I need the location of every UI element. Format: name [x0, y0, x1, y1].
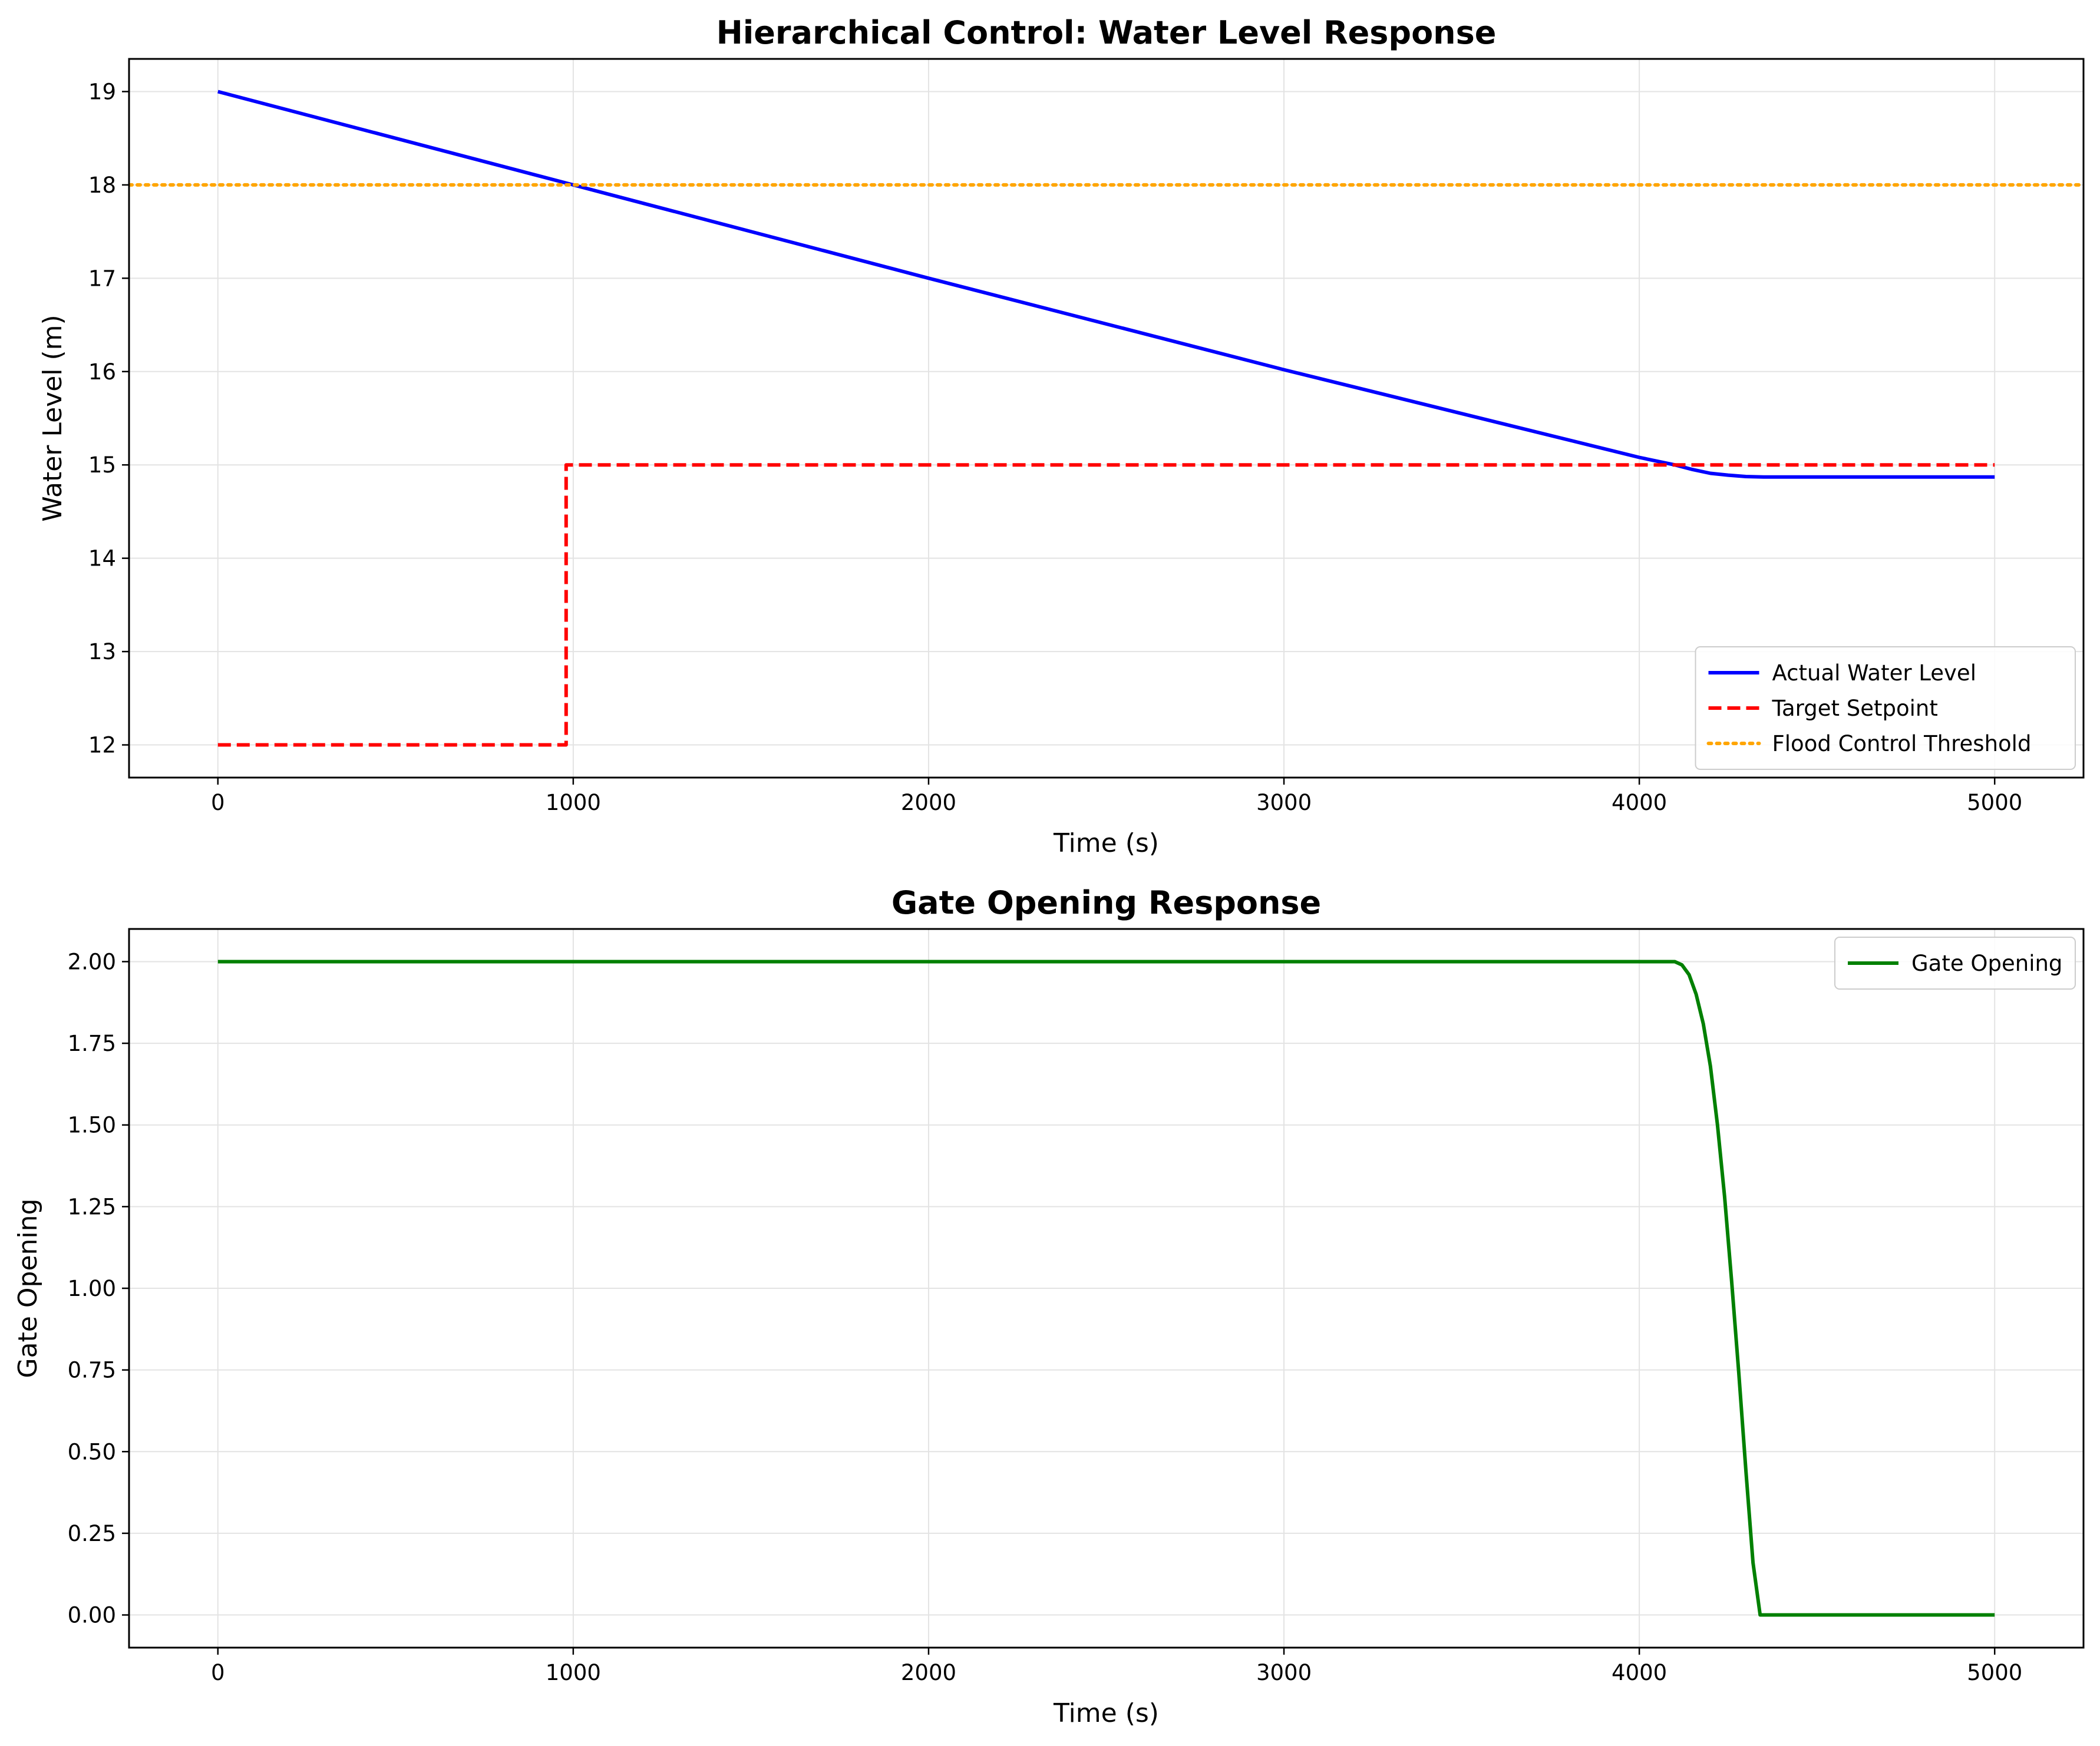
y-tick-label: 0.00: [68, 1603, 116, 1628]
legend-box: [1695, 646, 2076, 770]
x-axis-label: Time (s): [1053, 828, 1159, 858]
series-line-actual-water-level: [217, 90, 1995, 479]
series-group: [129, 90, 2084, 747]
x-tick-label: 5000: [1967, 1660, 2022, 1685]
y-tick-label: 14: [88, 546, 116, 571]
panels: 0 1000 2000 3000 4000 5000 12 13 14 15 16 17 18 19 Hie…: [13, 14, 2085, 1728]
y-tick-label: 0.50: [68, 1439, 116, 1464]
x-tick-label: 4000: [1612, 1660, 1667, 1685]
legend-label: Flood Control Threshold: [1772, 731, 2032, 756]
y-tick-label: 12: [88, 733, 116, 758]
legend-box: [1834, 937, 2076, 990]
legend-label: Target Setpoint: [1772, 696, 1938, 721]
legend: Actual Water Level Target Setpoint Flood C…: [1695, 646, 2076, 770]
y-tick-label: 15: [88, 452, 116, 478]
series-line-gate-opening: [217, 960, 1995, 1617]
y-tick-label: 16: [88, 359, 116, 385]
x-tick-label: 5000: [1967, 790, 2022, 815]
legend-label: Actual Water Level: [1772, 660, 1976, 686]
x-tick-label: 3000: [1256, 790, 1312, 815]
y-tick-label: 13: [88, 639, 116, 664]
y-tick-label: 2.00: [68, 949, 116, 974]
chart-title: Gate Opening Response: [891, 884, 1321, 921]
chart-panel-1: 0 1000 2000 3000 4000 5000 12 13 14 15 16 17 18 19 Hie…: [38, 14, 2085, 858]
y-axis-label: Water Level (m): [38, 315, 68, 521]
y-tick-label: 0.75: [68, 1358, 116, 1383]
y-tick-label: 1.00: [68, 1276, 116, 1301]
x-tick-label: 4000: [1612, 790, 1667, 815]
y-tick-label: 18: [88, 173, 116, 198]
x-tick-label: 1000: [546, 1660, 601, 1685]
x-tick-label: 1000: [546, 790, 601, 815]
x-tick-label: 0: [211, 1660, 225, 1685]
x-tick-label: 2000: [901, 790, 956, 815]
series-line-target-setpoint: [217, 463, 1995, 747]
x-tick-label: 2000: [901, 1660, 956, 1685]
y-tick-label: 1.50: [68, 1113, 116, 1138]
axes-frame: [128, 58, 2085, 779]
y-tick-label: 1.25: [68, 1194, 116, 1219]
y-tick-label: 17: [88, 266, 116, 291]
x-tick-label: 3000: [1256, 1660, 1312, 1685]
y-tick-label: 0.25: [68, 1521, 116, 1546]
legend: Gate Opening: [1834, 937, 2076, 990]
x-axis-label: Time (s): [1053, 1698, 1159, 1728]
x-tick-label: 0: [211, 790, 225, 815]
chart-panel-2: 0 1000 2000 3000 4000 5000 0.00 0.25 0.50 0.75 1.0…: [13, 884, 2085, 1728]
y-axis-label: Gate Opening: [13, 1199, 43, 1378]
legend-label: Gate Opening: [1911, 951, 2062, 976]
chart-title: Hierarchical Control: Water Level Respon…: [716, 14, 1497, 51]
y-tick-label: 19: [88, 79, 116, 104]
y-tick-label: 1.75: [68, 1031, 116, 1056]
series-group: [217, 960, 1995, 1617]
